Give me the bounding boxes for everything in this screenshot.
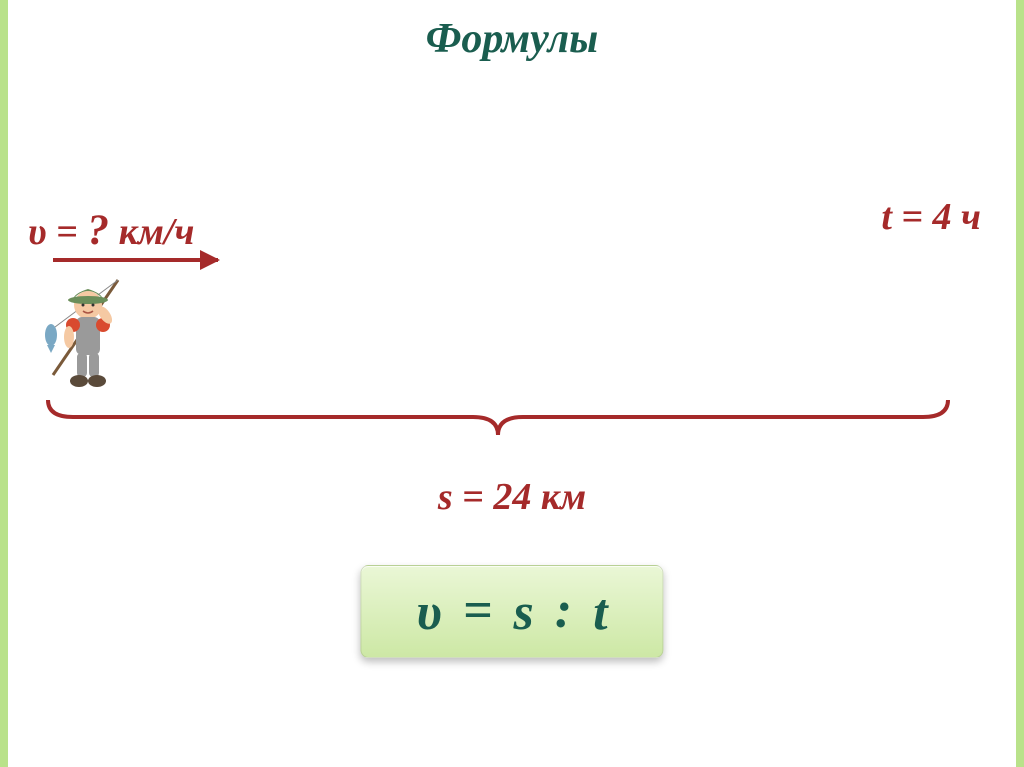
velocity-var: υ [28, 211, 47, 253]
page-title: Формулы [8, 15, 1016, 63]
time-value: 4 [933, 196, 952, 238]
distance-var: s [438, 476, 453, 518]
formula-box: υ = s : t [360, 565, 663, 658]
distance-eq: = [453, 476, 494, 518]
time-var: t [881, 196, 892, 238]
velocity-label: υ = ? км/ч [28, 205, 194, 255]
formula-rhs2: t [593, 584, 607, 641]
velocity-eq: = [47, 211, 88, 253]
formula-op: : [555, 582, 572, 639]
formula-rhs1: s [514, 584, 534, 641]
distance-unit: км [531, 476, 586, 518]
velocity-value: ? [87, 206, 109, 254]
formula-lhs: υ [416, 584, 441, 641]
slide: Формулы υ = ? км/ч t = 4 ч [0, 0, 1024, 767]
distance-value: 24 [493, 476, 531, 518]
time-unit: ч [952, 196, 981, 238]
distance-label: s = 24 км [8, 475, 1016, 519]
fisherman-icon [43, 275, 133, 395]
brace-icon [43, 395, 953, 440]
time-label: t = 4 ч [881, 195, 981, 239]
direction-arrow [53, 258, 218, 262]
time-eq: = [892, 196, 933, 238]
velocity-unit: км/ч [109, 211, 194, 253]
formula-eq: = [463, 582, 493, 639]
